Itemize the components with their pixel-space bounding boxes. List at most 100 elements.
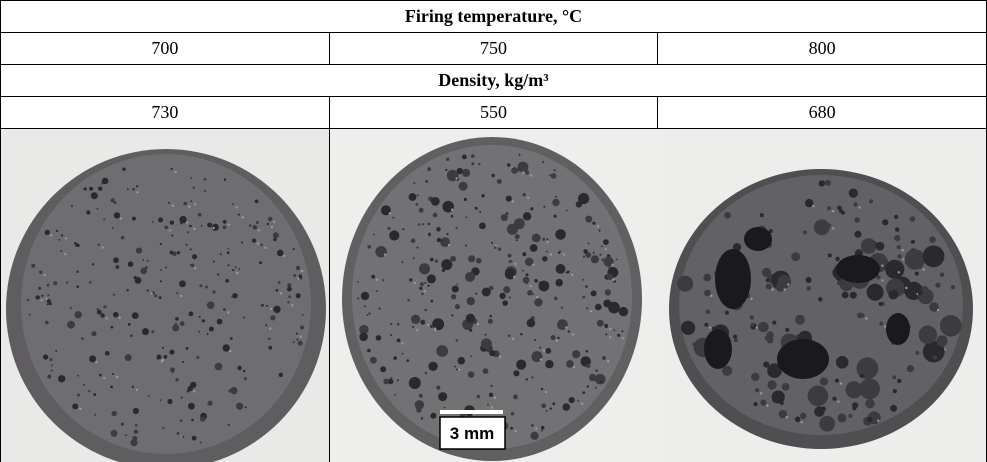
pore	[606, 273, 613, 280]
pore	[105, 351, 110, 356]
pore	[595, 369, 598, 372]
pore	[598, 229, 601, 232]
pore	[38, 286, 42, 290]
grain	[490, 406, 493, 409]
pore	[432, 212, 438, 218]
grain	[901, 249, 905, 252]
pore	[379, 366, 386, 373]
pore	[571, 350, 580, 359]
pore	[89, 355, 97, 363]
grain	[95, 360, 98, 364]
pore	[478, 163, 481, 166]
grain	[227, 223, 230, 226]
pore	[203, 189, 207, 193]
pore	[450, 294, 456, 300]
pore	[164, 225, 169, 230]
pore	[400, 261, 404, 264]
pore	[99, 373, 102, 377]
pore	[859, 373, 865, 378]
pore	[430, 197, 440, 206]
pore	[408, 377, 421, 389]
pore	[467, 255, 475, 263]
pore	[538, 280, 549, 292]
pore	[488, 285, 494, 291]
grain	[115, 375, 119, 379]
pore	[531, 293, 534, 296]
grain	[606, 359, 609, 363]
pore	[555, 264, 566, 274]
pore	[705, 309, 711, 314]
pore	[548, 174, 551, 177]
cavity	[777, 339, 830, 379]
pore	[260, 243, 263, 247]
temperature-row: 700 750 800	[0, 32, 987, 65]
pore	[509, 426, 513, 430]
grain	[750, 297, 754, 300]
pore	[450, 214, 453, 218]
pore	[49, 358, 53, 362]
pore	[525, 273, 529, 277]
grain	[608, 327, 611, 331]
pore	[554, 195, 557, 198]
pore	[111, 410, 117, 417]
pore	[544, 360, 554, 369]
pore	[533, 279, 538, 283]
pore	[48, 302, 52, 306]
pore	[198, 316, 201, 318]
pore	[266, 304, 268, 307]
grain	[291, 304, 294, 307]
pore	[505, 212, 509, 216]
pore	[807, 385, 829, 407]
pore	[435, 345, 448, 357]
pore	[508, 296, 511, 299]
pore	[823, 423, 828, 428]
temperature-cell: 750	[328, 32, 659, 65]
grain	[105, 317, 108, 320]
grain	[450, 208, 454, 211]
pore	[58, 238, 61, 241]
pore	[827, 206, 832, 211]
scale-box	[438, 416, 506, 450]
pore	[599, 380, 602, 383]
pore	[110, 325, 114, 329]
pore	[512, 394, 518, 400]
pore	[110, 429, 118, 437]
pore	[203, 178, 207, 181]
pore	[441, 268, 445, 272]
pore	[171, 371, 174, 374]
pore	[749, 315, 755, 320]
pore	[197, 212, 202, 217]
pore	[122, 167, 126, 171]
grain	[902, 258, 906, 261]
pore	[419, 282, 424, 287]
pore	[212, 290, 216, 294]
grain	[596, 225, 599, 228]
pore	[47, 374, 52, 379]
grain	[498, 355, 502, 358]
pore	[512, 370, 520, 377]
pore	[219, 253, 222, 256]
pore	[162, 426, 165, 430]
grain	[493, 396, 496, 399]
pore	[163, 355, 168, 359]
pore	[586, 385, 589, 388]
grain	[270, 225, 274, 229]
pore	[83, 383, 85, 386]
pore	[601, 258, 604, 261]
grain	[549, 253, 552, 256]
pore	[176, 432, 180, 435]
grain	[832, 227, 835, 230]
pore	[545, 348, 551, 354]
grain	[539, 358, 542, 361]
sample-photo	[1, 129, 329, 462]
pore	[169, 250, 174, 255]
grain	[136, 191, 139, 194]
grain	[562, 253, 565, 256]
pore	[207, 400, 213, 406]
pore	[541, 256, 548, 262]
pore	[56, 229, 59, 232]
pore	[187, 385, 193, 392]
pore	[818, 297, 823, 302]
pore	[530, 424, 534, 427]
pore	[929, 302, 940, 312]
